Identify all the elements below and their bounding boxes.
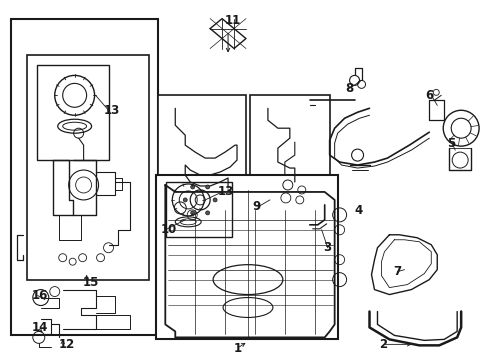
Bar xyxy=(156,175,337,339)
Text: 3: 3 xyxy=(322,241,330,254)
Text: 7: 7 xyxy=(393,265,401,278)
Bar xyxy=(166,182,232,237)
Text: 2: 2 xyxy=(379,338,387,351)
Text: 13: 13 xyxy=(103,104,120,117)
Text: 13: 13 xyxy=(218,185,234,198)
Circle shape xyxy=(190,185,194,189)
Circle shape xyxy=(190,211,194,215)
Circle shape xyxy=(183,198,187,202)
Text: 11: 11 xyxy=(224,14,241,27)
Text: 5: 5 xyxy=(447,137,454,150)
Circle shape xyxy=(205,211,209,215)
Text: 4: 4 xyxy=(354,204,362,217)
Text: 9: 9 xyxy=(251,201,260,213)
Circle shape xyxy=(213,198,217,202)
Circle shape xyxy=(205,185,209,189)
Text: 10: 10 xyxy=(160,223,176,236)
Text: 14: 14 xyxy=(32,321,48,334)
Bar xyxy=(11,19,158,336)
Bar xyxy=(27,55,149,280)
Text: 12: 12 xyxy=(59,338,75,351)
Text: 1: 1 xyxy=(234,342,242,355)
Text: 15: 15 xyxy=(82,276,99,289)
Bar xyxy=(249,95,329,205)
Text: 6: 6 xyxy=(425,89,433,102)
Bar xyxy=(158,95,245,225)
Text: 8: 8 xyxy=(345,82,353,95)
Bar xyxy=(37,66,108,160)
Text: 16: 16 xyxy=(32,289,48,302)
